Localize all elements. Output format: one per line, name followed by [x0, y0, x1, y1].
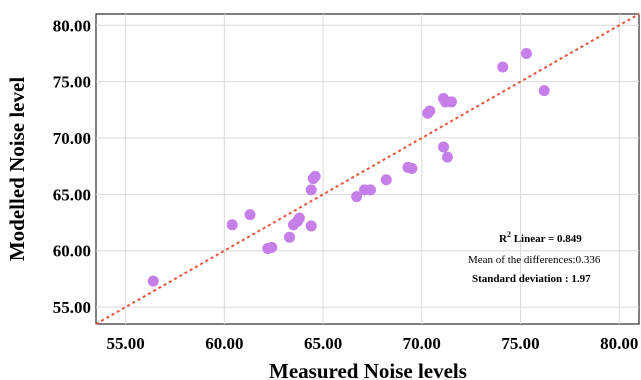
data-point: [147, 275, 159, 287]
data-point: [284, 231, 296, 243]
data-point: [351, 191, 363, 203]
mean-differences-annotation: Mean of the differences:0.336: [468, 254, 601, 266]
data-point: [291, 215, 303, 227]
r2-annotation: R2 Linear = 0.849: [499, 230, 582, 245]
y-tick-label: 75.00: [53, 73, 91, 92]
data-point: [244, 209, 256, 221]
data-point: [380, 174, 392, 186]
x-tick-labels: 55.00 60.00 65.00 70.00 75.00 80.00: [106, 334, 638, 353]
y-tick-labels: 55.00 60.00 65.00 70.00 75.00 80.00: [53, 16, 91, 317]
data-point: [538, 85, 550, 97]
data-point: [445, 96, 457, 108]
data-point: [441, 151, 453, 163]
x-tick-label: 75.00: [501, 334, 539, 353]
r2-superscript: 2: [507, 230, 511, 239]
data-point: [438, 141, 450, 153]
fit-line-group: [95, 13, 640, 325]
y-axis-label: Modelled Noise level: [5, 77, 29, 261]
data-point: [406, 162, 418, 174]
x-axis-label: Measured Noise levels: [269, 359, 467, 380]
data-point: [266, 241, 278, 253]
y-tick-label: 55.00: [53, 298, 91, 317]
y-tick-label: 80.00: [53, 16, 91, 35]
data-point: [497, 61, 509, 73]
annotation-box: R2 Linear = 0.849 Mean of the difference…: [468, 230, 601, 285]
x-tick-label: 80.00: [600, 334, 638, 353]
x-tick-label: 65.00: [304, 334, 342, 353]
x-tick-label: 60.00: [205, 334, 243, 353]
data-point: [364, 184, 376, 196]
x-tick-label: 70.00: [403, 334, 441, 353]
y-tick-label: 65.00: [53, 185, 91, 204]
data-point: [424, 105, 436, 117]
data-point: [520, 47, 532, 59]
fit-line: [95, 13, 640, 325]
data-point: [305, 184, 317, 196]
y-tick-label: 70.00: [53, 129, 91, 148]
data-point: [309, 170, 321, 182]
y-tick-label: 60.00: [53, 242, 91, 261]
data-points: [147, 47, 550, 287]
standard-deviation-annotation: Standard deviation : 1.97: [472, 273, 591, 285]
x-tick-label: 55.00: [106, 334, 144, 353]
data-point: [305, 220, 317, 232]
data-point: [226, 219, 238, 231]
